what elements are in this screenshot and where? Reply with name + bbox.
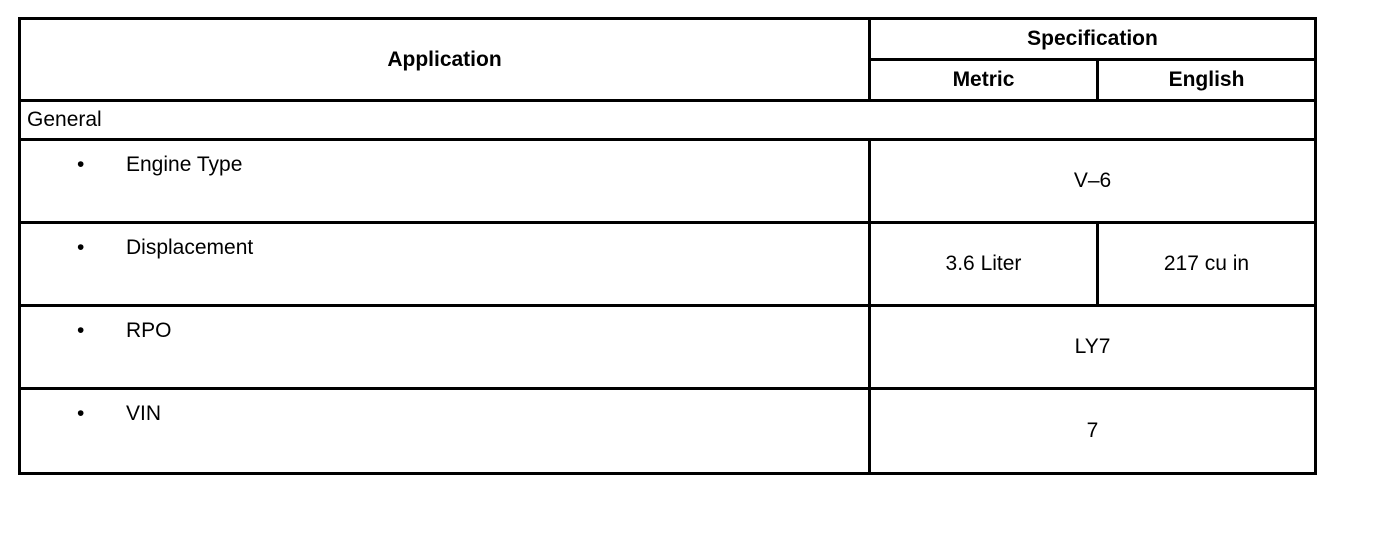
section-general: General <box>18 99 1317 141</box>
table-row: • RPO LY7 <box>18 304 1317 390</box>
bullet-icon: • <box>77 236 85 259</box>
header-metric: Metric <box>868 58 1099 102</box>
row-english: 217 cu in <box>1096 221 1317 307</box>
row-value: LY7 <box>868 304 1317 390</box>
row-metric: 3.6 Liter <box>868 221 1099 307</box>
table-row: • VIN 7 <box>18 387 1317 475</box>
header-english: English <box>1096 58 1317 102</box>
row-label: RPO <box>126 319 172 342</box>
bullet-icon: • <box>77 319 85 342</box>
bullet-icon: • <box>77 153 85 176</box>
bullet-icon: • <box>77 402 85 425</box>
header-specification: Specification <box>868 17 1317 61</box>
row-label: Displacement <box>126 236 254 259</box>
header-application: Application <box>18 17 871 102</box>
row-value: 7 <box>868 387 1317 475</box>
table-row: • Displacement 3.6 Liter 217 cu in <box>18 221 1317 307</box>
spec-table: Application Specification Metric English… <box>18 17 1317 475</box>
table-row: • Engine Type V–6 <box>18 138 1317 224</box>
row-label: Engine Type <box>126 153 243 176</box>
row-label: VIN <box>126 402 162 425</box>
row-value: V–6 <box>868 138 1317 224</box>
